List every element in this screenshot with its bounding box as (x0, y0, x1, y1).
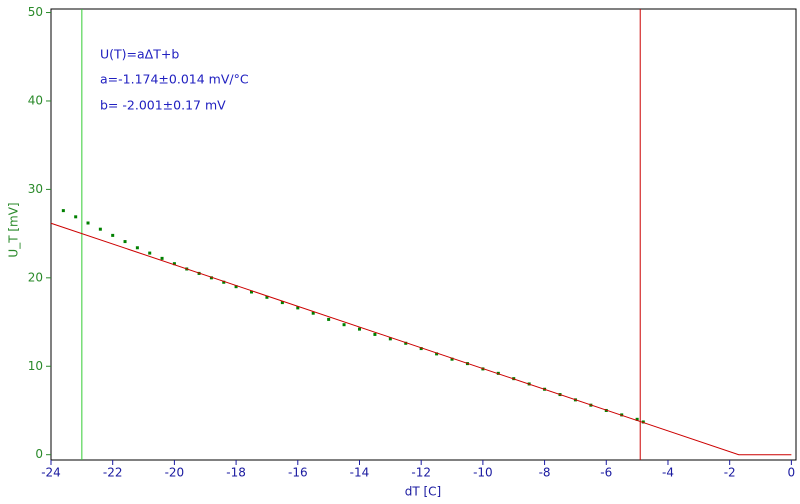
x-tick-label: -12 (411, 466, 431, 480)
annotation: b= -2.001±0.17 mV (100, 98, 226, 113)
point (61, 209, 65, 213)
point (209, 276, 213, 280)
point (160, 256, 164, 260)
point (135, 246, 139, 250)
x-tick-label: -24 (41, 466, 61, 480)
y-axis-label: U_T [mV] (7, 202, 21, 257)
point (635, 417, 639, 421)
point (234, 285, 238, 289)
x-tick-label: -20 (165, 466, 185, 480)
x-tick-label: -10 (473, 466, 493, 480)
point (342, 323, 346, 327)
x-tick-label: -14 (350, 466, 370, 480)
x-tick-label: -18 (226, 466, 246, 480)
plot-frame (50, 8, 797, 461)
point (404, 341, 408, 345)
x-tick-label: -2 (724, 466, 736, 480)
y-tick-label: 10 (28, 359, 43, 373)
fit-line (50, 222, 792, 456)
x-tick-label: -8 (539, 466, 551, 480)
y-tick-label: 40 (28, 93, 43, 107)
y-tick-label: 0 (35, 447, 43, 461)
annotation: a=-1.174±0.014 mV/°C (100, 72, 249, 87)
point (148, 251, 152, 255)
point (388, 337, 392, 341)
point (296, 306, 300, 310)
point (357, 327, 361, 331)
x-axis-label: dT [C] (405, 485, 442, 499)
point (98, 227, 102, 231)
x-tick-label: -6 (600, 466, 612, 480)
point (311, 311, 315, 315)
point (641, 420, 645, 424)
point (265, 295, 269, 299)
point (222, 280, 226, 284)
point (123, 240, 127, 244)
point (86, 221, 90, 225)
x-tick-label: 0 (788, 466, 796, 480)
point (250, 290, 254, 294)
y-tick-label: 20 (28, 270, 43, 284)
point (435, 352, 439, 356)
point (373, 332, 377, 336)
x-tick-label: -22 (103, 466, 123, 480)
point (280, 301, 284, 305)
point (327, 317, 331, 321)
y-tick-label: 50 (28, 5, 43, 19)
point (74, 215, 78, 219)
point (419, 347, 423, 351)
x-tick-label: -4 (662, 466, 674, 480)
point (172, 262, 176, 266)
x-tick-label: -16 (288, 466, 308, 480)
point (111, 233, 115, 237)
y-tick-label: 30 (28, 182, 43, 196)
annotation: U(T)=aΔT+b (100, 47, 179, 62)
point (450, 357, 454, 361)
